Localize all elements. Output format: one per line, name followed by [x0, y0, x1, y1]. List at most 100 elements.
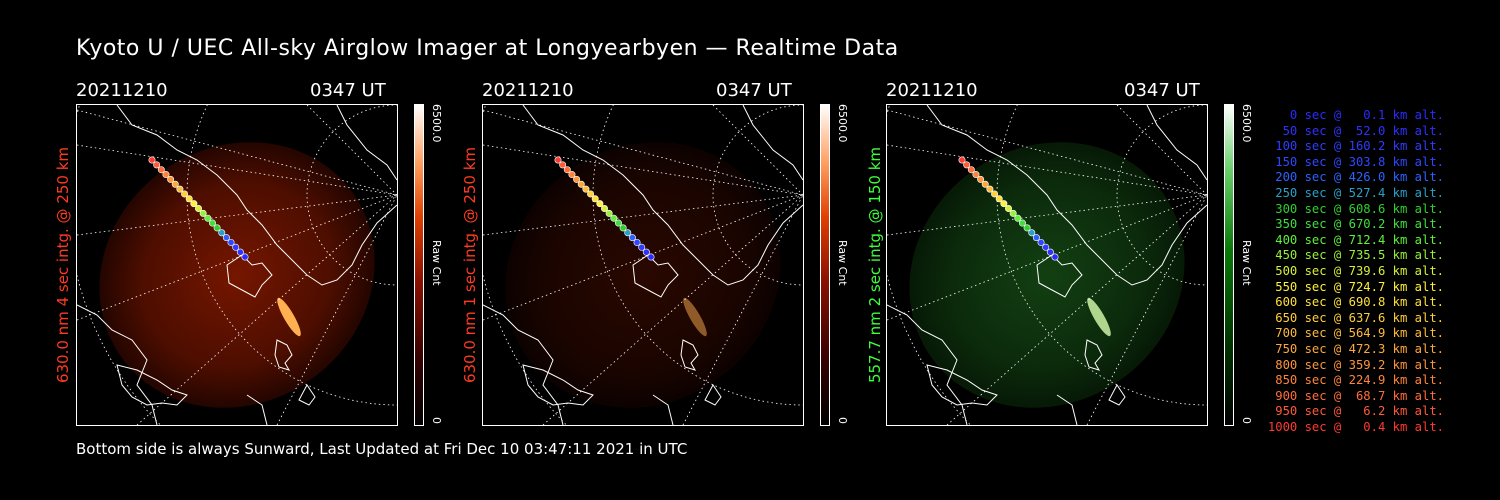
- colorbar-1-unit: Raw Cnt: [430, 240, 443, 286]
- colorbar-3-max: 6500.0: [1240, 104, 1253, 143]
- trajectory-point: [241, 253, 249, 261]
- coastline: [336, 105, 397, 181]
- colorbar-3-unit: Raw Cnt: [1240, 240, 1253, 286]
- trajectory-point: [208, 219, 216, 227]
- airglow-image-panel-3: [886, 104, 1208, 426]
- trajectory-point: [986, 185, 994, 193]
- trajectory-point: [568, 171, 576, 179]
- airglow-image-panel-1: [76, 104, 398, 426]
- meridian-line: [1086, 194, 1207, 425]
- trajectory-point: [573, 175, 581, 183]
- coastline: [1036, 254, 1083, 298]
- trajectory-point: [967, 166, 975, 174]
- trajectory-point: [995, 195, 1003, 203]
- coastline: [298, 384, 316, 406]
- airglow-disk: [505, 142, 781, 408]
- legend-row: 300 sec @ 608.6 km alt.: [1275, 201, 1444, 216]
- legend-row: 700 sec @ 564.9 km alt.: [1275, 326, 1444, 341]
- trajectory-point: [227, 238, 235, 246]
- trajectory-point: [1023, 224, 1031, 232]
- coastline: [246, 394, 268, 425]
- trajectory-point: [559, 161, 567, 169]
- coastline: [1108, 384, 1126, 406]
- trajectory-legend: 0 sec @ 0.1 km alt. 50 sec @ 52.0 km alt.…: [1262, 108, 1444, 435]
- trajectory-point: [218, 229, 226, 237]
- meridian-line: [483, 194, 803, 321]
- trajectory-point: [554, 156, 562, 164]
- trajectory-point: [1009, 209, 1017, 217]
- meridian-line: [1116, 105, 1207, 196]
- trajectory-point: [991, 190, 999, 198]
- legend-row: 600 sec @ 690.8 km alt.: [1275, 295, 1444, 310]
- legend-row: 750 sec @ 472.3 km alt.: [1275, 341, 1444, 356]
- trajectory-point: [222, 234, 230, 242]
- trajectory-point: [199, 209, 207, 217]
- coastline: [926, 364, 998, 406]
- trajectory-point: [176, 185, 184, 193]
- coastline: [522, 364, 594, 406]
- trajectory-point: [977, 175, 985, 183]
- trajectory-point: [148, 156, 156, 164]
- trajectory-point: [153, 161, 161, 169]
- trajectory-point: [981, 180, 989, 188]
- meridian-line: [276, 194, 397, 425]
- trajectory-point: [167, 175, 175, 183]
- trajectory-point: [963, 161, 971, 169]
- legend-row: 1000 sec @ 0.4 km alt.: [1267, 419, 1444, 434]
- coastline: [1056, 394, 1078, 425]
- coastline: [680, 339, 699, 371]
- colorbar-3-min: 0: [1240, 417, 1253, 424]
- trajectory-point: [633, 238, 641, 246]
- trajectory-point: [638, 243, 646, 251]
- meridian-line: [136, 194, 397, 425]
- trajectory-point: [185, 195, 193, 203]
- trajectory-point: [1018, 219, 1026, 227]
- airglow-disk: [909, 142, 1185, 408]
- aurora-streak: [1087, 297, 1111, 337]
- trajectory-point: [591, 195, 599, 203]
- legend-row: 650 sec @ 637.6 km alt.: [1275, 310, 1444, 325]
- page-title: Kyoto U / UEC All-sky Airglow Imager at …: [76, 36, 899, 61]
- trajectory-point: [1014, 214, 1022, 222]
- trajectory-point: [619, 224, 627, 232]
- trajectory-point: [582, 185, 590, 193]
- colorbar-2: [820, 104, 830, 426]
- panel-2-ylabel: 630.0 nm 1 sec intg. @ 250 km: [461, 146, 479, 384]
- trajectory-point: [1000, 200, 1008, 208]
- trajectory-point: [181, 190, 189, 198]
- trajectory-point: [972, 171, 980, 179]
- trajectory-point: [1051, 253, 1059, 261]
- trajectory-point: [614, 219, 622, 227]
- coastline: [1146, 105, 1207, 181]
- meridian-line: [77, 109, 397, 196]
- legend-row: 100 sec @ 160.2 km alt.: [1275, 139, 1444, 154]
- coastline: [704, 384, 722, 406]
- coastline: [274, 339, 293, 371]
- trajectory-point: [1005, 205, 1013, 213]
- trajectory-point: [605, 209, 613, 217]
- colorbar-1: [414, 104, 424, 426]
- trajectory-point: [642, 248, 650, 256]
- coastline: [522, 105, 803, 286]
- trajectory-point: [624, 229, 632, 237]
- legend-row: 250 sec @ 527.4 km alt.: [1275, 185, 1444, 200]
- panel-2-time: 0347 UT: [716, 80, 792, 101]
- legend-row: 800 sec @ 359.2 km alt.: [1275, 357, 1444, 372]
- meridian-line: [946, 194, 1207, 425]
- coastline: [926, 105, 1207, 286]
- panel-2-date: 20211210: [482, 80, 574, 101]
- meridian-line: [306, 105, 397, 196]
- meridian-line: [712, 105, 803, 196]
- trajectory-point: [601, 205, 609, 213]
- legend-row: 150 sec @ 303.8 km alt.: [1275, 154, 1444, 169]
- trajectory-point: [232, 243, 240, 251]
- meridian-line: [887, 194, 1207, 321]
- trajectory-point: [195, 205, 203, 213]
- trajectory-point: [157, 166, 165, 174]
- panel-1-date: 20211210: [76, 80, 168, 101]
- legend-row: 500 sec @ 739.6 km alt.: [1275, 263, 1444, 278]
- legend-row: 950 sec @ 6.2 km alt.: [1275, 404, 1444, 419]
- coastline: [632, 254, 679, 298]
- airglow-map-1: [77, 105, 397, 425]
- legend-row: 50 sec @ 52.0 km alt.: [1282, 123, 1444, 138]
